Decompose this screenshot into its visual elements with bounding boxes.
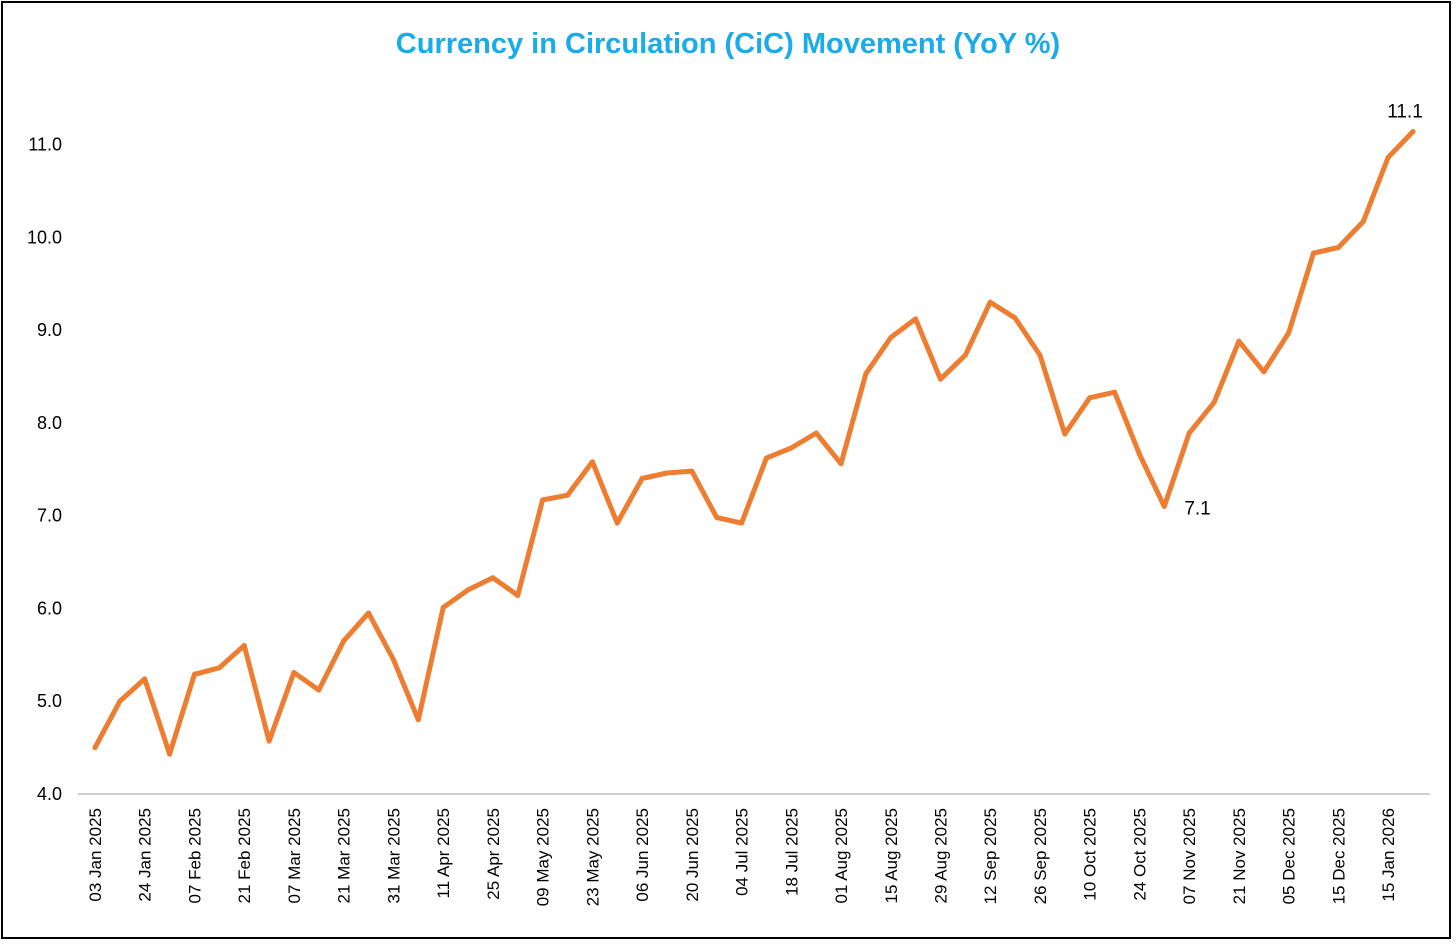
data-point (838, 461, 844, 467)
x-tick-label: 29 Aug 2025 (932, 808, 951, 903)
data-point (1186, 430, 1192, 436)
data-point (92, 745, 98, 751)
data-point (415, 717, 421, 723)
data-point (1311, 250, 1317, 256)
data-point (191, 671, 197, 677)
data-point (1236, 338, 1242, 344)
data-point (689, 468, 695, 474)
x-tick-label: 01 Aug 2025 (832, 808, 851, 903)
x-tick-label: 03 Jan 2025 (86, 808, 105, 902)
data-point (1360, 219, 1366, 225)
y-tick-label: 9.0 (37, 320, 62, 340)
x-tick-label: 24 Oct 2025 (1130, 808, 1149, 901)
x-tick-label: 25 Apr 2025 (484, 808, 503, 900)
x-tick-label: 12 Sep 2025 (981, 808, 1000, 904)
series-line (92, 129, 1416, 757)
x-tick-label: 15 Dec 2025 (1329, 808, 1348, 904)
data-point (540, 497, 546, 503)
data-point (1136, 451, 1142, 457)
data-point (1037, 352, 1043, 358)
data-point (366, 610, 372, 616)
data-point (167, 751, 173, 757)
data-point (913, 316, 919, 322)
data-label: 11.1 (1387, 102, 1423, 123)
y-tick-label: 5.0 (37, 691, 62, 711)
x-tick-label: 23 May 2025 (583, 808, 602, 906)
data-point (216, 665, 222, 671)
data-point (938, 376, 944, 382)
x-tick-label: 31 Mar 2025 (384, 808, 403, 903)
y-tick-label: 11.0 (28, 135, 62, 155)
data-point (1012, 315, 1018, 321)
data-point (1410, 129, 1416, 135)
data-point (763, 455, 769, 461)
data-point (341, 638, 347, 644)
y-tick-label: 8.0 (37, 413, 62, 433)
data-point (440, 605, 446, 611)
data-point (664, 470, 670, 476)
data-point (1286, 330, 1292, 336)
data-point (1087, 395, 1093, 401)
x-tick-label: 11 Apr 2025 (434, 808, 453, 898)
data-point (1161, 503, 1167, 509)
data-point (1261, 369, 1267, 375)
x-tick-label: 20 Jun 2025 (683, 808, 702, 902)
data-point (241, 643, 247, 649)
data-point (515, 592, 521, 598)
x-tick-label: 06 Jun 2025 (633, 808, 652, 902)
data-point (962, 352, 968, 358)
x-tick-label: 09 May 2025 (534, 808, 553, 906)
x-tick-label: 10 Oct 2025 (1081, 808, 1100, 901)
y-tick-label: 4.0 (37, 784, 62, 804)
x-tick-label: 21 Mar 2025 (335, 808, 354, 903)
data-point (614, 520, 620, 526)
y-tick-label: 6.0 (37, 598, 62, 618)
data-point (714, 514, 720, 520)
data-point (1112, 389, 1118, 395)
data-point (1385, 154, 1391, 160)
data-point (390, 656, 396, 662)
data-point (863, 371, 869, 377)
x-tick-label: 07 Mar 2025 (285, 808, 304, 903)
data-point (813, 430, 819, 436)
data-point (589, 459, 595, 465)
y-tick-label: 7.0 (37, 506, 62, 526)
y-tick-label: 10.0 (27, 227, 62, 247)
x-tick-label: 21 Nov 2025 (1230, 808, 1249, 904)
data-point (888, 334, 894, 340)
data-point (1211, 399, 1217, 405)
data-point (490, 575, 496, 581)
x-tick-label: 07 Nov 2025 (1180, 808, 1199, 904)
x-tick-label: 24 Jan 2025 (136, 808, 155, 902)
x-tick-label: 04 Jul 2025 (733, 808, 752, 896)
x-tick-label: 15 Jan 2026 (1379, 808, 1398, 902)
chart-title: Currency in Circulation (CiC) Movement (… (395, 28, 1061, 60)
x-tick-label: 18 Jul 2025 (782, 808, 801, 896)
data-point (316, 687, 322, 693)
data-point (117, 698, 123, 704)
data-point (564, 492, 570, 498)
x-tick-label: 05 Dec 2025 (1280, 808, 1299, 904)
data-point (639, 476, 645, 482)
x-tick-label: 15 Aug 2025 (882, 808, 901, 903)
data-point (291, 669, 297, 675)
data-point (142, 676, 148, 682)
data-point (266, 738, 272, 744)
data-label: 7.1 (1184, 498, 1210, 519)
x-tick-label: 21 Feb 2025 (235, 808, 254, 903)
data-point (987, 299, 993, 305)
data-point (465, 587, 471, 593)
data-point (739, 520, 745, 526)
data-point (1335, 244, 1341, 250)
data-point (1062, 431, 1068, 437)
x-tick-label: 07 Feb 2025 (185, 808, 204, 903)
data-point (788, 445, 794, 451)
x-tick-label: 26 Sep 2025 (1031, 808, 1050, 904)
